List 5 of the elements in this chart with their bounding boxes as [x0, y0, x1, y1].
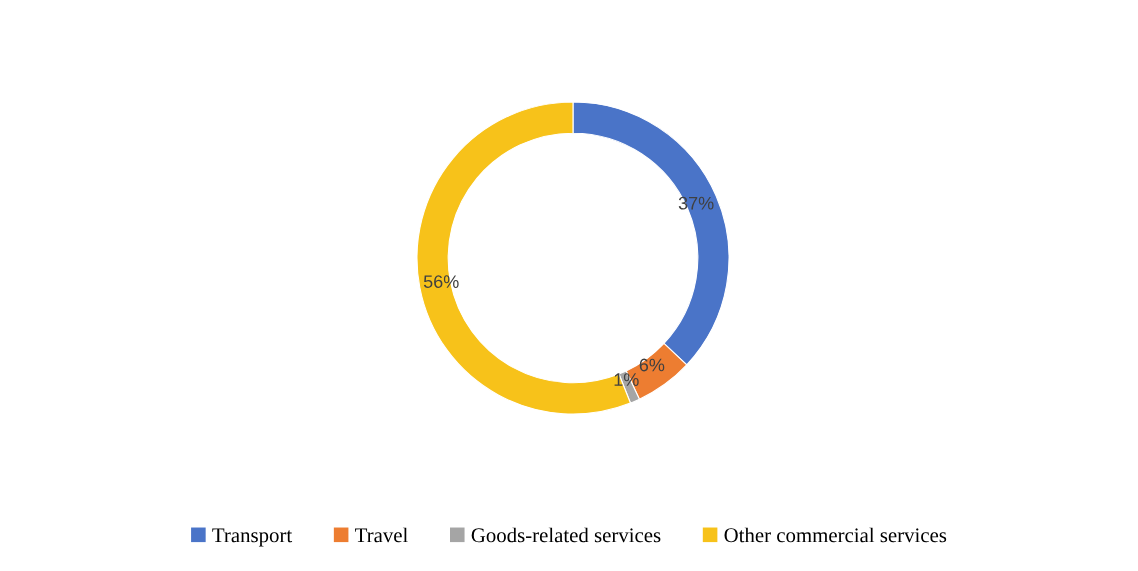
data-label: 6%	[639, 358, 665, 372]
legend-label: Travel	[355, 527, 408, 543]
legend-label: Goods-related services	[471, 527, 661, 543]
legend-label: Other commercial services	[724, 527, 947, 543]
legend-label: Transport	[212, 528, 293, 547]
